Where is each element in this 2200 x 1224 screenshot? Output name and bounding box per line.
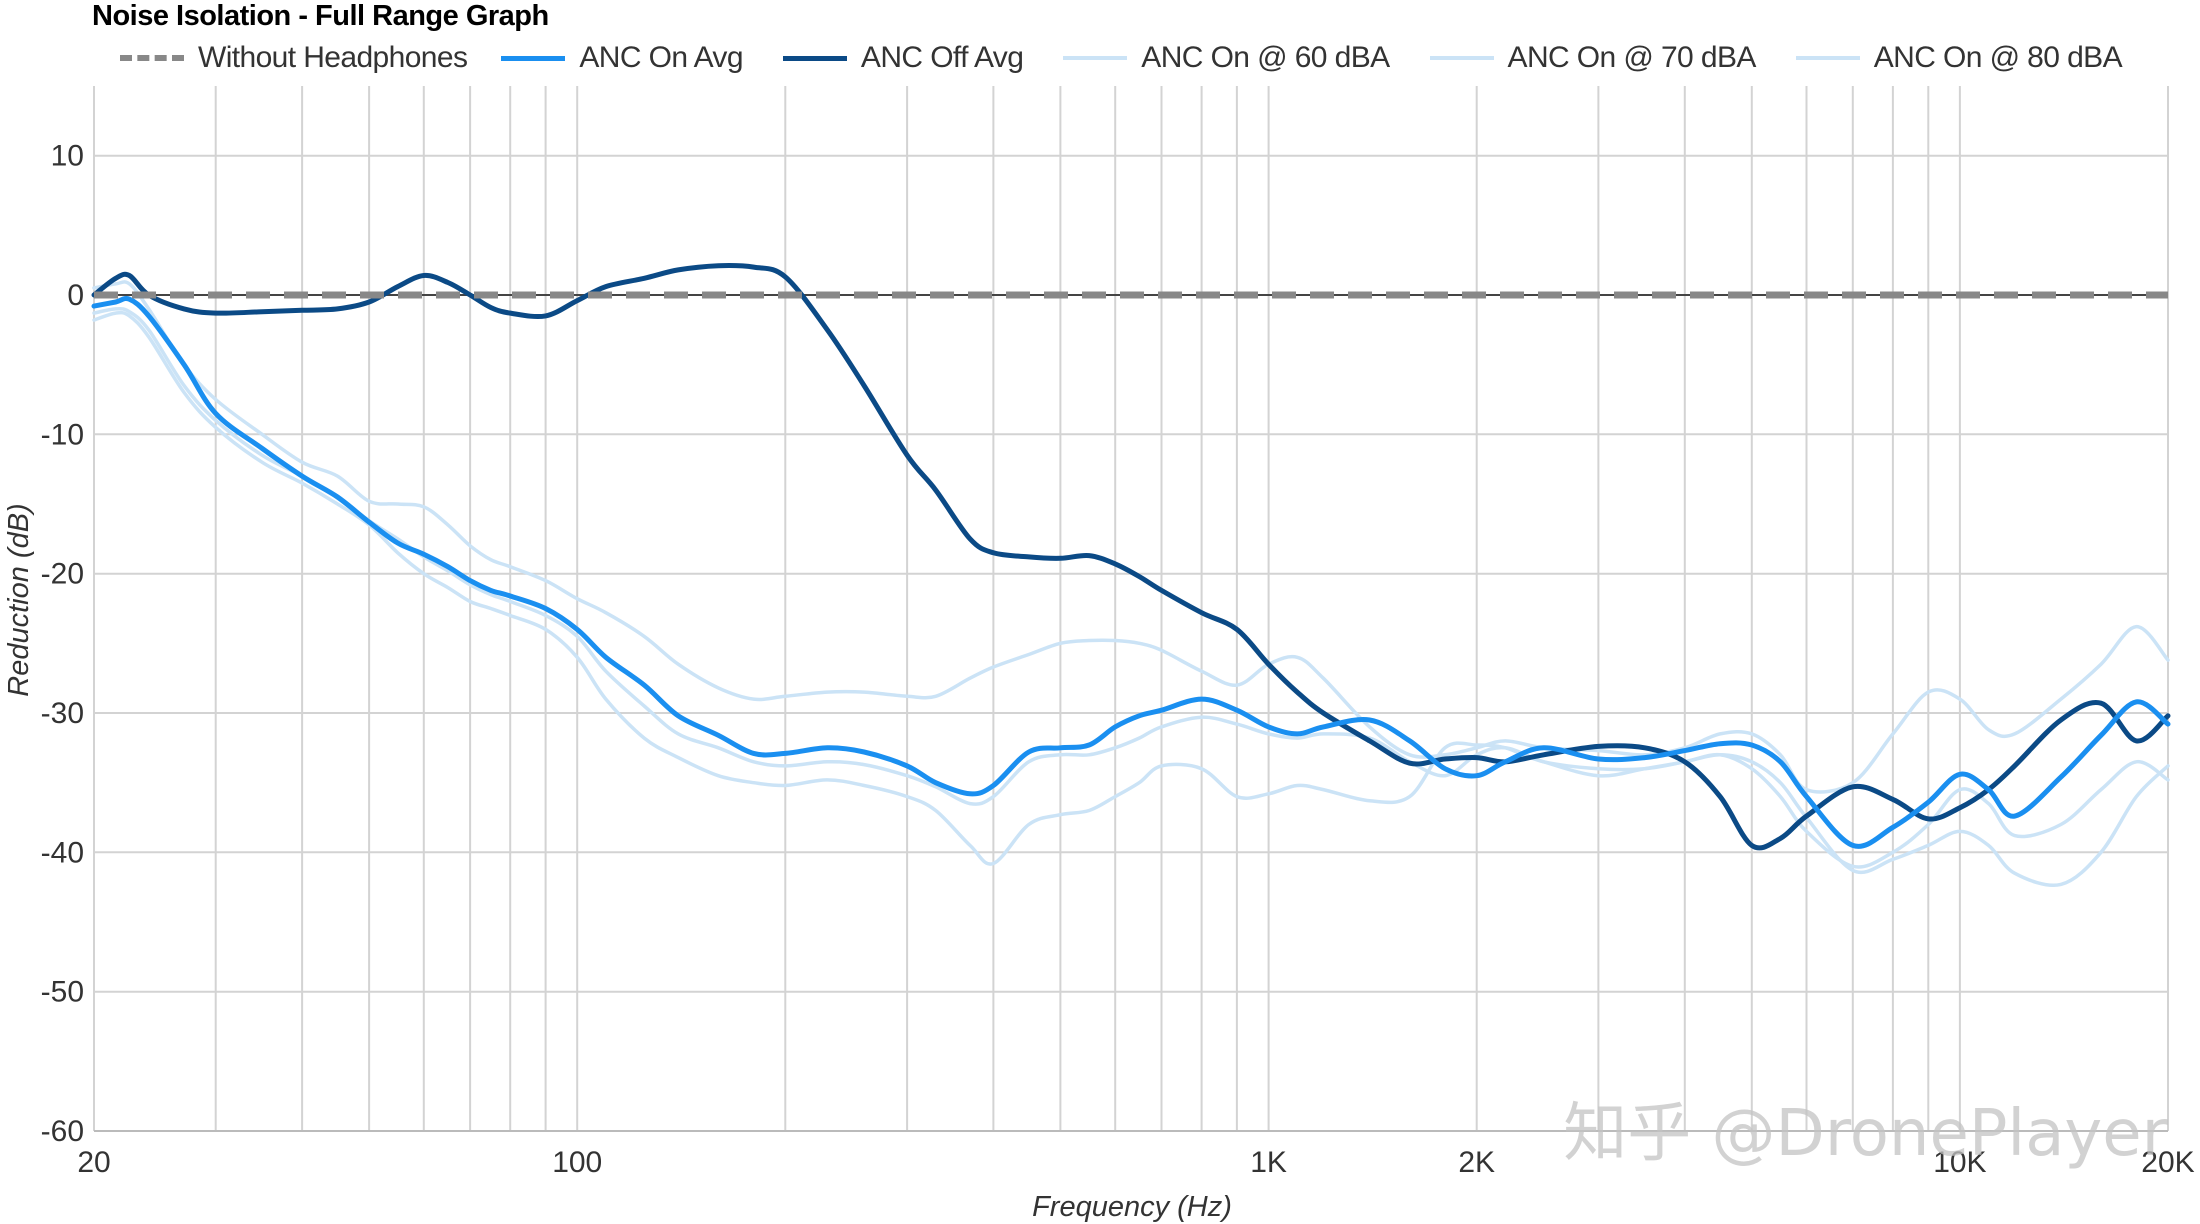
legend-swatch	[1429, 56, 1494, 60]
legend-swatch	[501, 55, 566, 61]
x-tick-label: 10K	[1933, 1146, 1986, 1179]
legend-label: Without Headphones	[198, 41, 468, 74]
x-tick-label: 2K	[1458, 1146, 1495, 1179]
legend-swatch	[782, 55, 847, 61]
legend-item-anc-off-avg[interactable]: ANC Off Avg	[782, 41, 1024, 75]
x-axis-label: Frequency (Hz)	[1032, 1191, 1232, 1223]
series-anc-on-70-dba	[92, 307, 2170, 869]
y-tick-label: -20	[41, 558, 84, 591]
legend-item-anc-on-60[interactable]: ANC On @ 60 dBA	[1063, 41, 1390, 75]
series-anc-off-avg	[91, 262, 2171, 851]
y-tick-label: -10	[41, 418, 84, 451]
legend-swatch	[1063, 56, 1128, 60]
legend-label: ANC On @ 80 dBA	[1873, 41, 2123, 74]
legend-item-without-headphones[interactable]: Without Headphones	[120, 41, 468, 75]
legend-label: ANC On Avg	[579, 41, 743, 74]
x-tick-label: 20	[77, 1146, 110, 1179]
x-tick-label: 100	[552, 1146, 602, 1179]
chart-legend: Without Headphones ANC On Avg ANC Off Av…	[120, 36, 2123, 80]
legend-label: ANC On @ 60 dBA	[1141, 41, 1390, 74]
legend-label: ANC Off Avg	[860, 41, 1024, 74]
legend-swatch	[1795, 56, 1860, 60]
series-anc-on-80-dba	[92, 280, 2170, 794]
chart-title: Noise Isolation - Full Range Graph	[92, 0, 549, 32]
y-tick-label: -40	[41, 836, 84, 869]
y-tick-label: -30	[41, 697, 84, 730]
series-anc-on-60-dba	[92, 310, 2170, 887]
series-lines	[91, 262, 2171, 887]
legend-label: ANC On @ 70 dBA	[1507, 41, 1757, 74]
legend-item-anc-on-80[interactable]: ANC On @ 80 dBA	[1795, 41, 2123, 75]
x-tick-label: 20K	[2141, 1146, 2194, 1179]
legend-item-anc-on-70[interactable]: ANC On @ 70 dBA	[1429, 41, 1757, 75]
watermark: 知乎 @DronePlayer	[1563, 1097, 2168, 1171]
grid	[93, 86, 2169, 1132]
y-tick-label: 10	[51, 140, 84, 173]
legend-item-anc-on-avg[interactable]: ANC On Avg	[501, 41, 744, 75]
y-axis-label: Reduction (dB)	[3, 503, 35, 696]
series-anc-on-avg	[91, 296, 2171, 849]
y-tick-label: -60	[41, 1115, 84, 1148]
x-tick-label: 1K	[1250, 1146, 1287, 1179]
y-tick-label: 0	[67, 279, 84, 312]
y-tick-label: -50	[41, 976, 84, 1009]
legend-swatch	[120, 55, 184, 61]
